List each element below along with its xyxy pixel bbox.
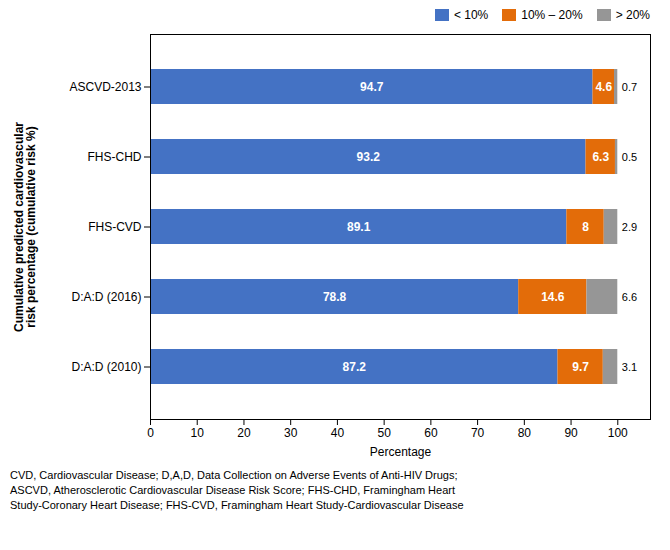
svg-text:D:A:D (2010): D:A:D (2010) <box>71 360 141 374</box>
svg-text:4.6: 4.6 <box>595 80 612 94</box>
svg-text:8: 8 <box>582 220 589 234</box>
svg-text:94.7: 94.7 <box>360 80 384 94</box>
html-text:> 20%: > 20% <box>615 8 650 22</box>
svg-text:90: 90 <box>564 426 578 440</box>
svg-text:89.1: 89.1 <box>347 220 371 234</box>
svg-text:0.5: 0.5 <box>622 151 637 163</box>
svg-text:60: 60 <box>424 426 438 440</box>
svg-text:20: 20 <box>237 426 251 440</box>
svg-text:6.6: 6.6 <box>622 291 637 303</box>
svg-text:100: 100 <box>608 426 628 440</box>
svg-text:ASCVD-2013: ASCVD-2013 <box>69 80 141 94</box>
svg-text:0: 0 <box>147 426 154 440</box>
svg-text:6.3: 6.3 <box>592 150 609 164</box>
svg-text:10: 10 <box>191 426 205 440</box>
svg-text:3.1: 3.1 <box>622 361 637 373</box>
svg-text:9.7: 9.7 <box>572 360 589 374</box>
svg-text:50: 50 <box>377 426 391 440</box>
svg-text:2.9: 2.9 <box>622 221 637 233</box>
svg-text:FHS-CVD: FHS-CVD <box>88 220 142 234</box>
svg-text:FHS-CHD: FHS-CHD <box>88 150 142 164</box>
svg-text:0.7: 0.7 <box>622 81 637 93</box>
svg-text:87.2: 87.2 <box>343 360 367 374</box>
svg-text:14.6: 14.6 <box>541 290 565 304</box>
svg-text:D:A:D (2016): D:A:D (2016) <box>71 290 141 304</box>
svg-text:80: 80 <box>518 426 532 440</box>
svg-text:78.8: 78.8 <box>323 290 347 304</box>
svg-text:70: 70 <box>471 426 485 440</box>
html-text:10% – 20%: 10% – 20% <box>521 8 583 22</box>
svg-text:30: 30 <box>284 426 298 440</box>
html-text:CVD, Cardiovascular Disease; D: CVD, Cardiovascular Disease; D,A,D, Data… <box>10 469 464 511</box>
svg-text:Percentage: Percentage <box>370 445 432 459</box>
svg-text:93.2: 93.2 <box>357 150 381 164</box>
svg-text:Cumulative predicted cardiovas: Cumulative predicted cardiovascularrisk … <box>12 122 38 332</box>
html-text:< 10%: < 10% <box>453 8 489 22</box>
svg-text:40: 40 <box>331 426 345 440</box>
